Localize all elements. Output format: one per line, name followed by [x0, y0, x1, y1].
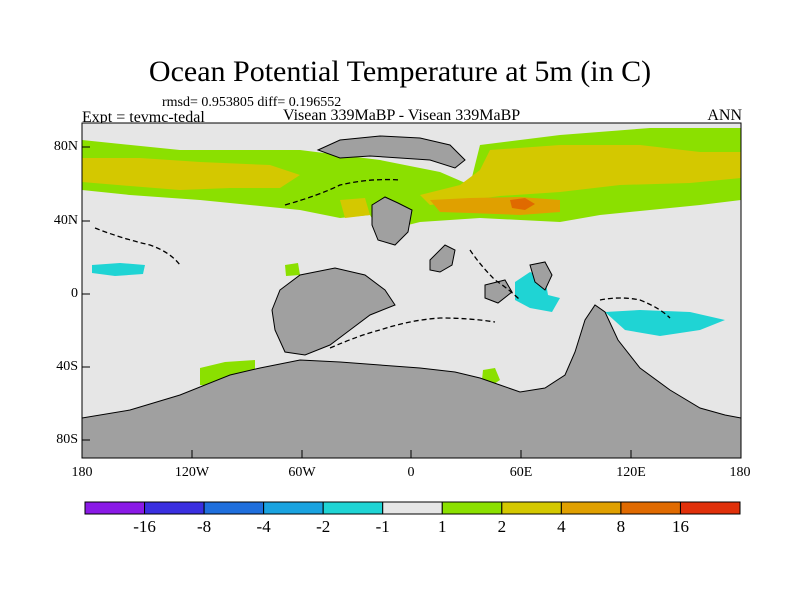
colorbar-label: -1 [375, 517, 390, 536]
expt-label: Expt = tevmc-tedal [82, 109, 205, 126]
colorbar-swatch [322, 501, 384, 515]
map-field [82, 123, 741, 458]
colorbar-swatch [382, 501, 443, 515]
x-tick-label: 180 [729, 465, 751, 480]
orange-anomaly-north [430, 197, 560, 215]
plot-title: Ocean Potential Temperature at 5m (in C) [148, 55, 652, 88]
colorbar-label: -4 [256, 517, 271, 536]
x-tick-label: 0 [407, 465, 415, 480]
landmass-north-polar [316, 135, 466, 169]
landmass-north-island [371, 196, 413, 246]
colorbar-label: -2 [316, 517, 331, 536]
colorbar-label: 16 [671, 517, 689, 536]
landmass-gondwana [82, 304, 741, 458]
yellow-anomaly-north-east [420, 145, 741, 205]
coastline-east-arc [469, 249, 521, 301]
axis-ticks [82, 146, 632, 458]
colorbar-label: -16 [133, 517, 156, 536]
cold-anomaly-east [605, 310, 725, 336]
yellow-anomaly-center [340, 198, 370, 218]
coastline-southeast-arc [599, 297, 671, 319]
warm-anomaly-small-tropics [285, 263, 300, 276]
coastline-west-arc [94, 227, 181, 266]
landmass-laurussia [271, 267, 396, 356]
x-tick-label: 180 [71, 465, 93, 480]
landmass-east-archipelago-2 [529, 261, 553, 291]
colorbar-label: 2 [497, 517, 507, 536]
y-tick-label: 80N [53, 139, 78, 154]
x-tick-label: 120E [616, 465, 646, 480]
coastline-south-arc [329, 317, 496, 349]
y-tick-label: 80S [56, 432, 78, 447]
x-tick-label: 60W [288, 465, 316, 480]
colorbar [84, 501, 741, 515]
y-tick-label: 40S [56, 359, 78, 374]
season-label: ANN [707, 107, 742, 124]
colorbar-swatch [560, 501, 622, 515]
landmass-east-island [429, 244, 456, 273]
landmass-east-archipelago [484, 279, 513, 304]
colorbar-swatch [441, 501, 503, 515]
dark-orange-anomaly [510, 198, 535, 210]
coastline-lines [94, 178, 671, 349]
colorbar-swatch [620, 501, 681, 515]
cold-anomaly-west [92, 263, 145, 276]
colorbar-label: -8 [196, 517, 212, 536]
y-tick-label: 40N [53, 213, 78, 228]
stats-text: rmsd= 0.953805 diff= 0.196552 [162, 95, 342, 110]
experiment-compare-label: Visean 339MaBP - Visean 339MaBP [283, 107, 521, 124]
y-tick-label: 0 [71, 286, 78, 301]
colorbar-label: 4 [557, 517, 566, 536]
colorbar-swatch [501, 501, 562, 515]
colorbar-swatch [144, 501, 205, 515]
yellow-anomaly-north-west [82, 158, 300, 190]
coastline-north-arc [284, 178, 401, 206]
colorbar-label: 1 [438, 517, 447, 536]
cold-anomaly-tethys [515, 272, 560, 312]
colorbar-swatch [203, 501, 265, 515]
colorbar-label: 8 [616, 517, 626, 536]
colorbar-swatch [84, 501, 146, 515]
x-tick-label: 120W [174, 465, 210, 480]
colorbar-swatch [263, 501, 324, 515]
colorbar-swatch [679, 501, 741, 515]
x-tick-label: 60E [509, 465, 533, 480]
